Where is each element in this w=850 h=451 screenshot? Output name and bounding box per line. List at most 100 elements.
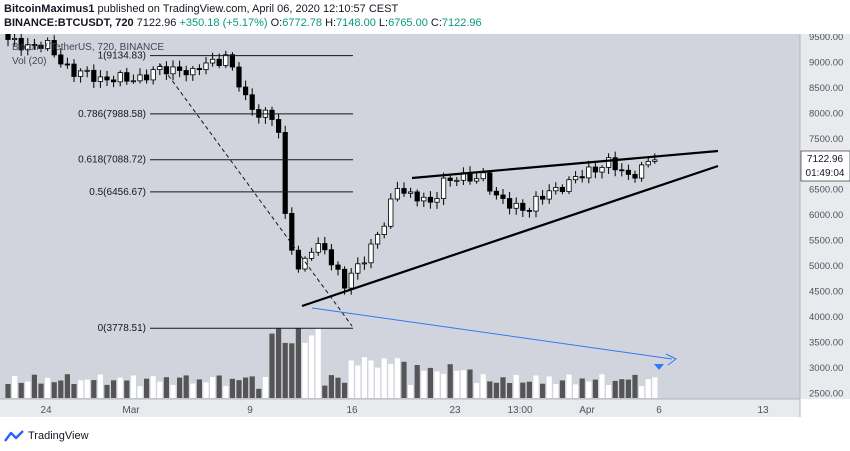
volume-bar — [540, 383, 546, 398]
volume-bar — [375, 367, 381, 398]
time-label: 13 — [757, 405, 769, 416]
candle-body — [31, 44, 38, 46]
candle-body — [559, 186, 566, 192]
dashed-trend-line[interactable] — [159, 63, 353, 327]
candle-body — [520, 202, 526, 211]
candle-body — [579, 176, 585, 179]
candle-body — [599, 166, 605, 173]
volume-bar — [381, 358, 387, 398]
volume-bar — [553, 384, 559, 398]
candle-body — [506, 198, 513, 209]
candle-body — [566, 179, 572, 192]
volume-bar — [170, 385, 176, 398]
candle-body — [421, 196, 427, 202]
tradingview-brand[interactable]: TradingView — [28, 430, 89, 442]
volume-bar — [45, 377, 51, 398]
volume-bar — [25, 381, 31, 398]
price-label: 3500.00 — [809, 337, 843, 348]
time-label: 23 — [449, 405, 461, 416]
volume-bar — [361, 357, 367, 398]
candle-body — [176, 66, 183, 71]
candle-body — [11, 38, 18, 41]
price-chart[interactable]: 1(9134.83) 0.786(7988.58) 0.618(7088.72) 0.… — [0, 34, 850, 417]
volume-bar — [38, 383, 44, 398]
time-label: 9 — [247, 405, 253, 416]
price-label: 7500.00 — [809, 134, 843, 145]
candle-body — [124, 72, 130, 82]
candle-body — [434, 198, 440, 203]
volume-bar — [520, 382, 526, 398]
volume-bar — [434, 371, 440, 398]
candle-body — [480, 172, 486, 180]
volume-bar — [401, 361, 407, 398]
volume-bar — [282, 342, 288, 398]
volume-bar — [157, 381, 163, 398]
price-label: 3000.00 — [809, 363, 843, 374]
volume-bar — [592, 379, 598, 398]
volume-bar — [163, 377, 169, 398]
candle-body — [500, 194, 506, 199]
time-label: 24 — [40, 405, 52, 416]
candle-body — [58, 54, 64, 65]
volume-bar — [84, 379, 90, 398]
time-label: Apr — [579, 405, 595, 416]
forecast-arrow-line[interactable] — [311, 307, 673, 360]
candle-body — [242, 86, 249, 96]
candle-body — [652, 159, 658, 162]
footer-branding: TradingView — [4, 429, 89, 443]
candle-body — [401, 188, 407, 194]
symbol-name: BINANCE:BTCUSDT, 720 — [4, 17, 134, 29]
volume-bar — [441, 373, 447, 398]
price-change: +350.18 (+5.17%) — [179, 17, 268, 29]
fib-level-label: 0.786(7988.58) — [78, 109, 146, 120]
candle-body — [38, 44, 44, 49]
chart-legend-title: Bitcoin / TetherUS, 720, BINANCE — [12, 42, 164, 53]
candle-body — [143, 74, 150, 81]
volume-bar — [97, 374, 103, 398]
volume-bar — [421, 370, 427, 398]
volume-bar — [328, 375, 334, 398]
volume-bar — [144, 378, 150, 398]
volume-bar — [223, 386, 229, 398]
fibonacci-retracement[interactable]: 1(9134.83) 0.786(7988.58) 0.618(7088.72) 0.… — [78, 51, 353, 335]
volume-bar — [454, 370, 460, 398]
close-label: C: — [430, 17, 442, 29]
volume-bar — [586, 381, 592, 398]
volume-bar — [507, 383, 513, 398]
wedge-lower-line[interactable] — [301, 164, 719, 308]
price-label: 8500.00 — [809, 83, 843, 94]
candle-body — [619, 169, 625, 172]
candle-body — [236, 66, 242, 88]
candle-body — [407, 191, 414, 194]
volume-bar — [210, 377, 216, 398]
candle-body — [223, 54, 229, 66]
volume-bar — [559, 380, 565, 398]
volume-bar — [124, 380, 130, 398]
volume-legend: Vol (20) — [12, 56, 46, 67]
volume-bar — [104, 384, 110, 398]
candle-body — [51, 40, 57, 56]
candlestick-series — [5, 34, 658, 295]
volume-bar — [408, 385, 414, 398]
candle-body — [282, 131, 288, 214]
candle-body — [5, 34, 11, 40]
volume-bar — [269, 333, 275, 398]
volume-bar — [493, 382, 499, 398]
price-axis[interactable] — [800, 34, 850, 399]
author-name[interactable]: BitcoinMaximus1 — [4, 3, 95, 15]
time-axis[interactable] — [0, 399, 800, 417]
chart-background[interactable] — [0, 34, 800, 399]
volume-bar — [111, 380, 117, 398]
volume-bar — [599, 374, 605, 398]
volume-bar — [58, 380, 64, 398]
candle-body — [341, 268, 348, 289]
candle-body — [546, 190, 552, 200]
volume-bar — [236, 380, 242, 398]
candle-body — [302, 257, 308, 270]
candle-body — [473, 178, 480, 182]
volume-bar — [579, 378, 585, 398]
candle-body — [374, 234, 381, 245]
volume-bar — [645, 379, 651, 398]
wedge-upper-line[interactable] — [411, 149, 719, 180]
candle-body — [315, 243, 321, 253]
